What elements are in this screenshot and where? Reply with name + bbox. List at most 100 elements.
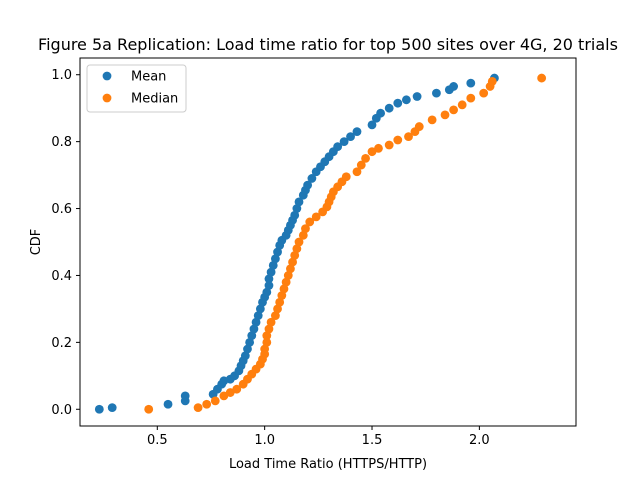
median-point <box>232 384 242 394</box>
series-median <box>144 73 547 414</box>
median-point <box>449 105 459 115</box>
mean-point <box>401 95 411 105</box>
median-point <box>301 224 310 234</box>
median-point <box>279 284 289 294</box>
mean-point <box>307 174 317 183</box>
mean-point <box>180 391 190 401</box>
mean-point <box>94 404 104 414</box>
median-point <box>466 93 476 103</box>
median-point <box>286 264 295 274</box>
median-point <box>393 135 403 145</box>
median-point <box>479 88 489 98</box>
median-point <box>290 250 300 260</box>
median-point <box>202 399 212 409</box>
x-tick-label: 1.5 <box>362 433 383 448</box>
median-point <box>264 324 274 334</box>
median-point <box>440 110 450 120</box>
y-tick-label: 0.0 <box>51 403 72 418</box>
x-tick-label: 1.0 <box>254 433 275 448</box>
median-point <box>374 143 383 153</box>
mean-point <box>339 137 349 147</box>
y-tick-label: 0.2 <box>51 336 72 351</box>
x-tick-label: 2.0 <box>469 433 490 448</box>
mean-point <box>412 92 422 101</box>
mean-point <box>384 103 394 113</box>
median-point <box>283 271 293 280</box>
mean-point <box>247 331 257 341</box>
median-point <box>262 331 272 341</box>
mean-point <box>352 127 362 136</box>
median-point <box>193 403 203 412</box>
y-tick-label: 0.8 <box>51 135 72 150</box>
median-point <box>404 132 413 142</box>
median-point <box>311 212 321 222</box>
median-point <box>294 237 304 247</box>
median-point <box>341 172 351 182</box>
median-point <box>427 115 437 125</box>
mean-point <box>264 281 274 290</box>
legend-marker-mean <box>102 71 112 81</box>
median-point <box>414 122 424 131</box>
mean-point <box>255 304 265 314</box>
median-point <box>457 100 467 110</box>
series-mean <box>94 73 499 414</box>
mean-point <box>273 247 282 257</box>
legend-box <box>86 64 187 113</box>
mean-point <box>240 351 250 361</box>
plot-marks <box>94 73 547 414</box>
legend-label-mean: Mean <box>131 70 166 85</box>
mean-point <box>376 108 386 118</box>
median-point <box>273 304 282 314</box>
chart-title: Figure 5a Replication: Load time ratio f… <box>38 35 618 54</box>
median-point <box>356 160 366 170</box>
median-point <box>352 167 362 177</box>
y-tick-label: 0.4 <box>51 269 72 284</box>
mean-point <box>251 317 261 327</box>
y-tick-label: 1.0 <box>51 68 72 83</box>
x-axis-title: Load Time Ratio (HTTPS/HTTP) <box>229 457 427 472</box>
mean-point <box>249 324 259 334</box>
mean-point <box>107 403 117 412</box>
mean-point <box>243 344 252 354</box>
mean-point <box>346 132 355 142</box>
x-tick-label: 0.5 <box>147 433 168 448</box>
mean-point <box>262 287 272 297</box>
median-point <box>487 77 497 86</box>
legend-label-median: Median <box>131 92 178 107</box>
legend-marker-median <box>102 93 112 103</box>
median-point <box>305 217 315 227</box>
median-point <box>275 297 285 307</box>
median-point <box>262 337 272 347</box>
mean-point <box>333 142 343 152</box>
mean-point <box>266 267 276 277</box>
median-point <box>260 344 270 354</box>
mean-point <box>270 254 280 264</box>
mean-point <box>290 210 300 220</box>
median-point <box>210 396 220 406</box>
median-point <box>266 317 276 327</box>
mean-point <box>449 82 459 91</box>
median-point <box>288 257 297 267</box>
y-tick-label: 0.6 <box>51 202 72 217</box>
median-point <box>361 153 370 163</box>
median-point <box>277 291 287 300</box>
mean-point <box>163 399 173 409</box>
mean-point <box>264 274 274 284</box>
mean-point <box>294 197 304 207</box>
median-point <box>384 140 394 150</box>
median-point <box>298 230 308 240</box>
mean-point <box>432 88 441 98</box>
mean-point <box>253 311 263 320</box>
median-point <box>292 244 302 254</box>
mean-point <box>292 204 302 213</box>
axes: 0.5 1.0 1.5 2.0 0.0 0.2 0.4 0.6 0.8 1.0 <box>51 57 577 448</box>
y-axis-title: CDF <box>29 229 44 256</box>
mean-point <box>268 261 278 270</box>
median-point <box>144 404 154 414</box>
mean-point <box>466 78 476 88</box>
mean-point <box>393 98 403 108</box>
median-point <box>270 311 280 320</box>
mean-point <box>367 120 377 130</box>
